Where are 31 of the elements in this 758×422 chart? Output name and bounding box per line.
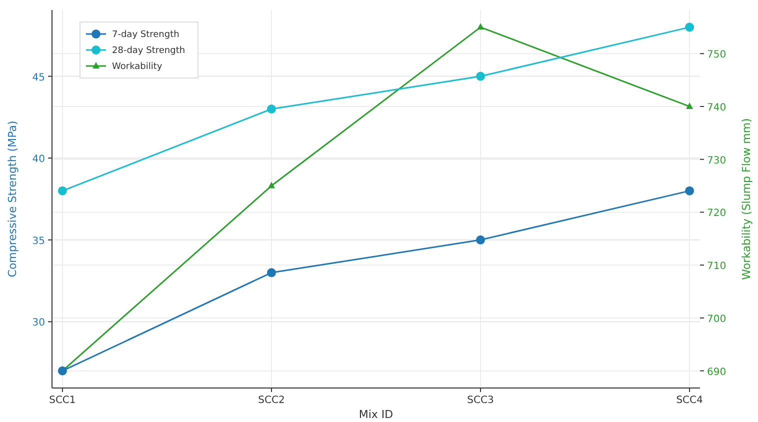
x-tick-label: SCC3 — [467, 395, 494, 406]
point — [266, 268, 276, 278]
y-tick-label: 45 — [32, 72, 45, 84]
point — [266, 104, 276, 114]
point — [685, 22, 694, 32]
point — [476, 235, 486, 244]
y2-tick-label: 710 — [707, 261, 726, 272]
x-tick-label: SCC2 — [258, 395, 285, 406]
y2-tick-label: 720 — [707, 208, 726, 220]
y2-tick-label: 730 — [707, 155, 726, 166]
x-axis-title: Mix ID — [358, 408, 394, 421]
x-tick-label: SCC1 — [49, 395, 76, 406]
y2-tick-label: 700 — [707, 314, 726, 325]
y-axis-title: Compressive Strength (MPa) — [6, 120, 19, 278]
legend-label: 28-day Strength — [112, 46, 186, 56]
point — [58, 186, 67, 196]
y-tick-label: 40 — [32, 154, 45, 166]
x-tick-label: SCC4 — [676, 395, 703, 406]
point — [268, 182, 275, 188]
y-tick-label: 35 — [32, 236, 45, 247]
point — [686, 102, 694, 109]
y2-axis-title: Workability (Slump Flow mm) — [740, 118, 753, 280]
y2-tick-label: 740 — [707, 102, 726, 114]
y-tick-label: 30 — [32, 318, 45, 329]
point — [477, 23, 484, 30]
y2-tick-label: 690 — [707, 366, 726, 378]
legend-label: 7-day Strength — [112, 30, 180, 40]
y2-tick-label: 750 — [707, 50, 726, 61]
point — [476, 72, 486, 81]
legend-label: Workability — [112, 62, 163, 72]
point — [685, 186, 694, 196]
